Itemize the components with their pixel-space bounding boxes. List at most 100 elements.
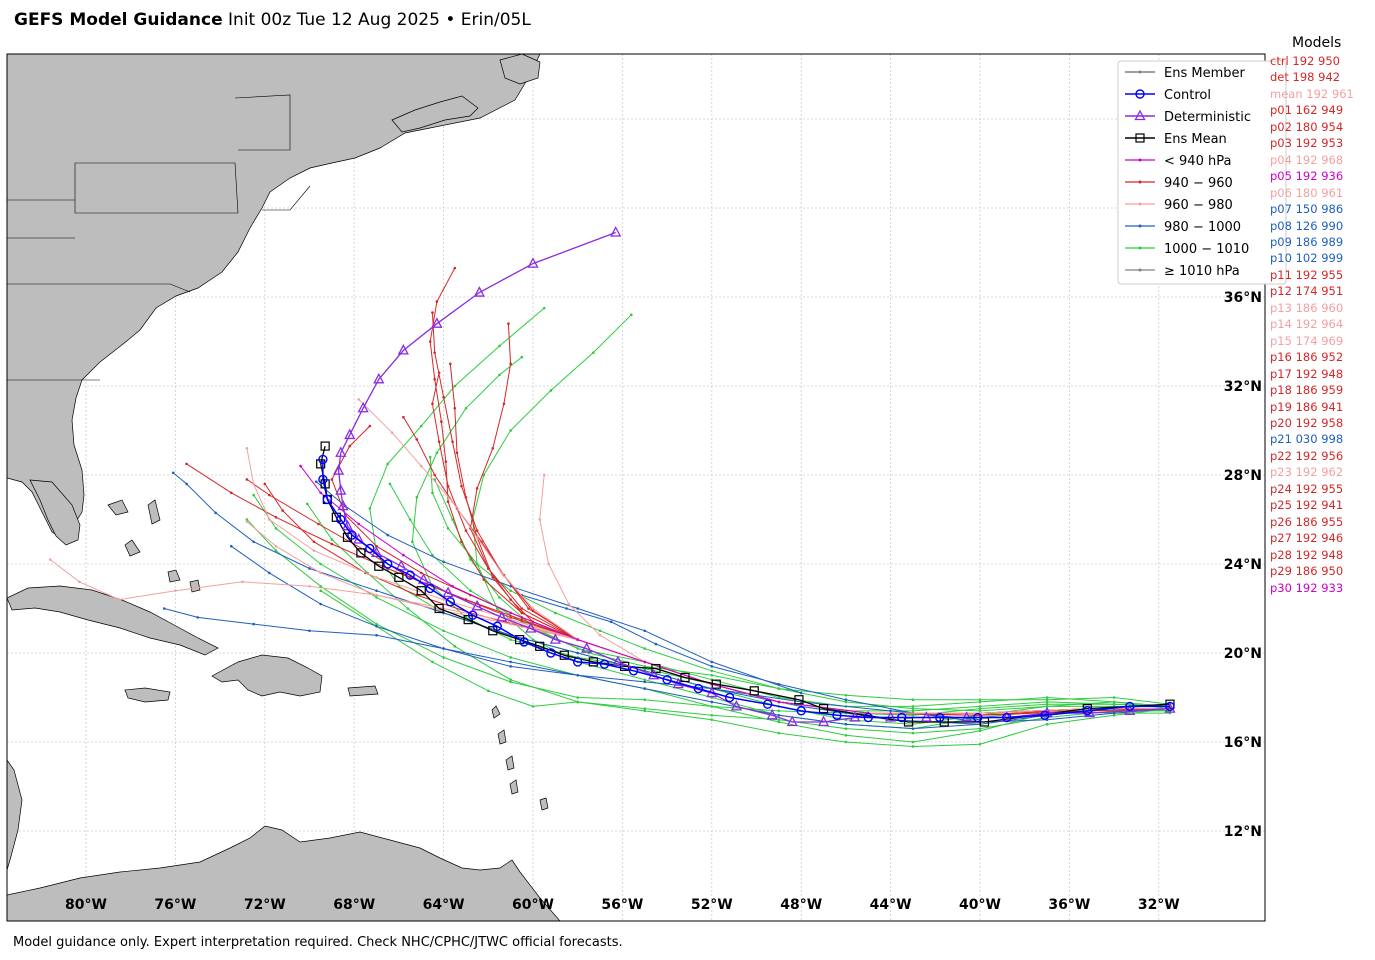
member-point (509, 638, 512, 641)
deterministic-marker (335, 484, 347, 495)
member-point (500, 571, 504, 575)
member-point (299, 464, 302, 468)
member-point (460, 484, 463, 488)
model-entry: p04 192 968 (1270, 152, 1344, 167)
member-point (576, 651, 579, 655)
member-point (442, 656, 445, 659)
member-point (185, 482, 188, 486)
member-point (844, 722, 848, 726)
member-point (229, 544, 233, 548)
member-point (317, 522, 320, 526)
member-point (419, 424, 423, 428)
member-point (267, 571, 271, 575)
legend-dot (1138, 70, 1142, 74)
member-point (274, 527, 278, 530)
deterministic-marker (1164, 702, 1176, 713)
member-point (643, 680, 647, 684)
deterministic-marker (373, 372, 385, 384)
member-point (777, 718, 781, 722)
latitude-label: 28°N (1224, 468, 1262, 484)
model-entry: p05 192 936 (1270, 169, 1344, 184)
mean-marker (794, 695, 804, 705)
member-point (777, 687, 781, 690)
longitude-label: 80°W (65, 897, 107, 913)
ensemble-member-track (306, 503, 1170, 734)
control-marker (573, 657, 583, 667)
member-point (643, 660, 647, 664)
model-entry: mean 192 961 (1270, 86, 1354, 101)
member-point (531, 609, 535, 613)
deterministic-marker (730, 700, 742, 711)
cuba-land (7, 585, 219, 656)
member-point (643, 665, 647, 668)
member-point (527, 607, 530, 610)
model-entry: p14 192 964 (1270, 317, 1344, 332)
member-point (437, 371, 441, 374)
member-point (319, 571, 322, 575)
member-point (978, 729, 982, 733)
model-entry: p16 186 952 (1270, 350, 1344, 365)
control-marker (762, 699, 773, 709)
member-point (491, 447, 495, 450)
member-point (274, 549, 278, 552)
deterministic-marker (397, 344, 409, 355)
member-point (1112, 702, 1116, 706)
member-point (549, 389, 553, 392)
member-point (375, 633, 378, 637)
longitude-labels: 80°W 76°W 72°W 68°W 64°W 60°W 56°W 52°W 48°W 44°W… (65, 897, 1180, 913)
latitude-label: 24°N (1224, 557, 1262, 573)
control-marker (347, 530, 357, 540)
member-point (241, 580, 244, 584)
member-point (576, 673, 579, 677)
member-point (312, 540, 316, 544)
control-marker (519, 637, 529, 647)
member-point (214, 511, 217, 515)
deterministic-marker (610, 226, 622, 237)
control-marker (1125, 701, 1135, 712)
legend-label: 1000 − 1010 (1164, 242, 1249, 257)
florida-land (29, 479, 81, 546)
page-title: GEFS Model Guidance Init 00z Tue 12 Aug … (14, 10, 531, 30)
member-point (520, 611, 524, 615)
member-point (710, 673, 714, 677)
mean-marker (588, 657, 598, 667)
model-entry: p26 186 955 (1270, 514, 1344, 529)
model-entry: p20 192 958 (1270, 415, 1344, 430)
member-point (643, 678, 647, 681)
member-point (48, 558, 52, 561)
deterministic-marker (395, 559, 407, 571)
member-point (710, 714, 714, 717)
mean-marker (316, 459, 326, 469)
member-point (446, 500, 450, 504)
model-entry: p22 192 956 (1270, 448, 1344, 463)
deterministic-marker (337, 499, 349, 511)
jamaica-land (124, 687, 171, 703)
model-entry: p23 192 962 (1270, 465, 1344, 480)
control-marker (599, 659, 610, 669)
model-entry: p08 126 990 (1270, 218, 1344, 233)
member-point (911, 705, 915, 708)
legend-dot (1138, 158, 1142, 162)
deterministic-marker (766, 708, 778, 720)
deterministic-marker (496, 611, 508, 622)
model-entry: p13 186 960 (1270, 300, 1344, 315)
model-entry: p24 192 955 (1270, 481, 1344, 496)
deterministic-marker (525, 622, 537, 633)
model-entry: p19 186 941 (1270, 399, 1344, 414)
member-point (229, 491, 233, 495)
member-point (978, 742, 982, 746)
member-point (433, 473, 436, 477)
mean-marker (374, 561, 384, 571)
member-point (710, 669, 714, 673)
member-point (419, 464, 423, 468)
member-point (319, 602, 322, 606)
latitude-label: 20°N (1224, 646, 1262, 662)
member-point (1112, 714, 1116, 717)
member-point (185, 462, 188, 466)
member-point (431, 311, 434, 314)
longitude-label: 52°W (691, 897, 733, 913)
mean-marker (514, 635, 525, 645)
model-entry: p27 192 946 (1270, 531, 1344, 546)
member-point (431, 491, 434, 495)
